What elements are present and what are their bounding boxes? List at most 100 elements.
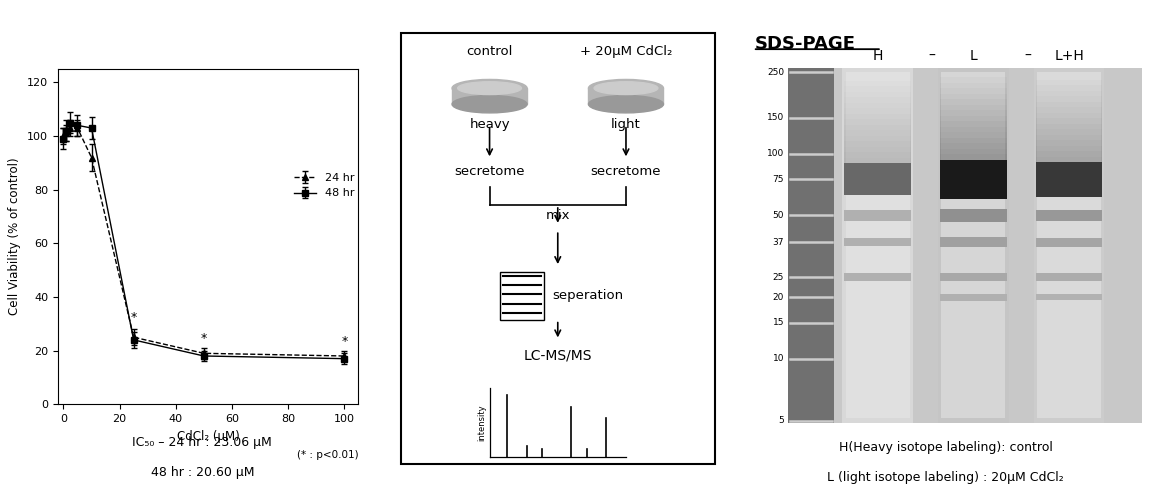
Text: 50: 50 [772,211,784,220]
Bar [788,68,1142,423]
Bar [1033,68,1104,423]
Text: 150: 150 [766,113,784,122]
Bar [844,152,911,158]
Text: *: * [131,311,136,324]
Bar [1036,273,1103,282]
Bar [1036,112,1103,118]
Bar [1036,238,1103,247]
Text: –: – [928,49,935,63]
Bar [940,294,1007,301]
Bar [1036,96,1103,102]
Text: mix: mix [546,209,570,222]
Bar [940,273,1007,282]
Bar [845,72,910,418]
Bar [844,136,911,141]
Bar [940,127,1007,132]
Bar [844,119,911,125]
Bar [1037,72,1102,418]
Bar [1036,129,1103,135]
Bar [844,114,911,119]
Bar [844,163,911,195]
Ellipse shape [458,82,521,95]
Text: LC-MS/MS: LC-MS/MS [524,349,592,362]
Bar [1036,91,1103,96]
Bar [1036,210,1103,221]
Y-axis label: Cell Viability (% of control): Cell Viability (% of control) [8,158,22,316]
X-axis label: CdCl₂ (μM): CdCl₂ (μM) [177,429,239,443]
Text: secretome: secretome [591,165,661,178]
Bar [1036,80,1103,85]
Text: L (light isotope labeling) : 20μM CdCl₂: L (light isotope labeling) : 20μM CdCl₂ [828,471,1064,484]
Bar [940,160,1007,199]
Bar [844,92,911,97]
Bar [940,121,1007,127]
Bar [844,81,911,86]
Bar [844,238,911,246]
Text: L: L [970,49,977,63]
Text: H: H [873,49,883,63]
Ellipse shape [588,96,664,113]
Bar [1036,135,1103,140]
Bar [938,68,1009,423]
Bar [1036,157,1103,162]
Text: *: * [341,335,348,348]
Text: 10: 10 [772,354,784,363]
Bar [940,88,1007,94]
Bar [940,110,1007,116]
Bar [588,88,664,104]
Text: 48 hr : 20.60 μM: 48 hr : 20.60 μM [150,466,254,479]
Bar [844,108,911,114]
Bar [940,149,1007,154]
Ellipse shape [588,79,664,97]
Bar [1036,107,1103,112]
Bar [1036,124,1103,129]
Bar [1036,118,1103,124]
Bar [941,72,1006,418]
Bar [844,125,911,130]
Bar [844,158,911,163]
Text: control: control [466,45,513,58]
Ellipse shape [452,79,527,97]
Bar [788,68,833,423]
Bar [940,209,1007,222]
Text: H(Heavy isotope labeling): control: H(Heavy isotope labeling): control [838,441,1053,454]
Text: IC₅₀ – 24 hr : 23.06 μM: IC₅₀ – 24 hr : 23.06 μM [133,436,272,449]
Text: 37: 37 [772,238,784,247]
Bar [940,77,1007,83]
Bar [843,68,913,423]
Bar [844,147,911,152]
Ellipse shape [452,96,527,113]
Bar [1036,102,1103,107]
Text: 20: 20 [772,292,784,302]
Text: 5: 5 [778,416,784,425]
Bar [844,273,911,282]
Text: *: * [201,332,207,345]
Bar [844,211,911,220]
Text: 250: 250 [766,68,784,76]
Bar [940,237,1007,247]
Bar [940,99,1007,105]
Text: (* : p<0.01): (* : p<0.01) [297,450,358,460]
Text: 75: 75 [772,175,784,184]
Bar [844,86,911,92]
Bar [844,97,911,103]
Bar [1036,140,1103,145]
Bar [1036,294,1103,300]
Text: SDS-PAGE: SDS-PAGE [755,35,855,53]
Bar [940,143,1007,149]
Bar [940,154,1007,160]
Text: secretome: secretome [454,165,525,178]
Bar [452,88,527,104]
Text: heavy: heavy [469,118,510,131]
Bar [1036,151,1103,157]
Text: light: light [612,118,640,131]
Bar [940,116,1007,121]
Bar [499,272,544,319]
Bar [844,103,911,108]
Bar [940,94,1007,99]
Ellipse shape [594,82,658,95]
Text: intensity: intensity [477,405,487,441]
Bar [940,83,1007,88]
Text: 25: 25 [772,273,784,282]
Bar [940,132,1007,138]
